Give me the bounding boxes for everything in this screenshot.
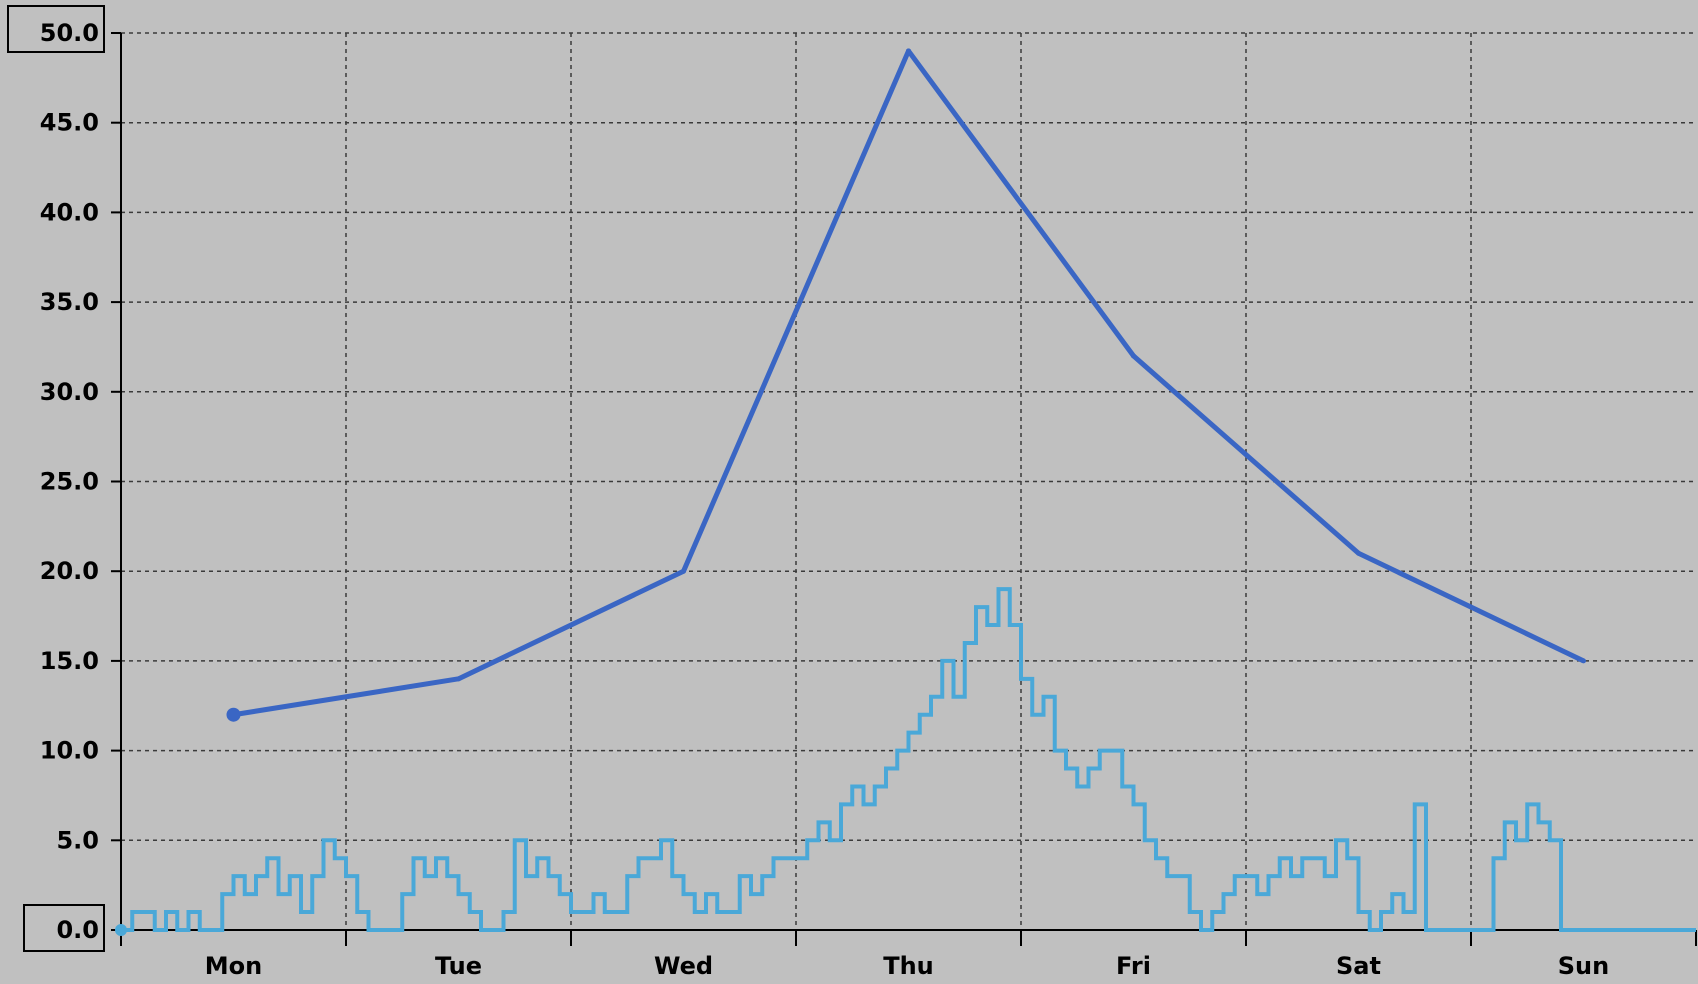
y-tick-label-1: 5.0 [56,826,99,854]
ymax-box [7,5,105,53]
y-tick-label-5: 25.0 [40,468,99,496]
series-daily-point-sat [1356,550,1361,556]
y-tick-label-6: 30.0 [40,378,99,406]
ymin-box [23,904,105,952]
y-tick-label-2: 10.0 [40,737,99,765]
y-tick-label-0: 0.0 [56,916,99,944]
x-tick-label-tue: Tue [435,952,482,980]
y-tick-label-8: 40.0 [40,198,99,226]
axes [7,5,1697,952]
x-tick-label-mon: Mon [205,952,262,980]
x-tick-label-fri: Fri [1116,952,1151,980]
series-daily-point-sun [1581,658,1586,664]
series-daily-point-fri [1131,353,1136,359]
x-tick-label-thu: Thu [883,952,934,980]
y-tick-label-3: 15.0 [40,647,99,675]
series-daily-point-wed [681,568,686,574]
series-daily-point-tue [456,676,461,682]
series-line-daily [233,48,1585,718]
series-layer [115,48,1696,936]
series-daily-point-mon [226,707,241,722]
series-daily-point-thu [906,48,911,54]
series-detail-start-point [115,924,127,936]
y-tick-label-7: 35.0 [40,288,99,316]
x-tick-label-sat: Sat [1336,952,1381,980]
y-tick-label-10: 50.0 [40,19,99,47]
y-tick-label-9: 45.0 [40,109,99,137]
y-tick-label-4: 20.0 [40,557,99,585]
tick-labels: 0.0 5.0 10.0 15.0 20.0 25.0 30.0 35.0 40.0 45.0 50… [40,19,1609,980]
x-tick-label-wed: Wed [654,952,713,980]
grid-lines [121,32,1696,930]
series-line-detail [121,587,1696,932]
x-tick-label-sun: Sun [1558,952,1609,980]
